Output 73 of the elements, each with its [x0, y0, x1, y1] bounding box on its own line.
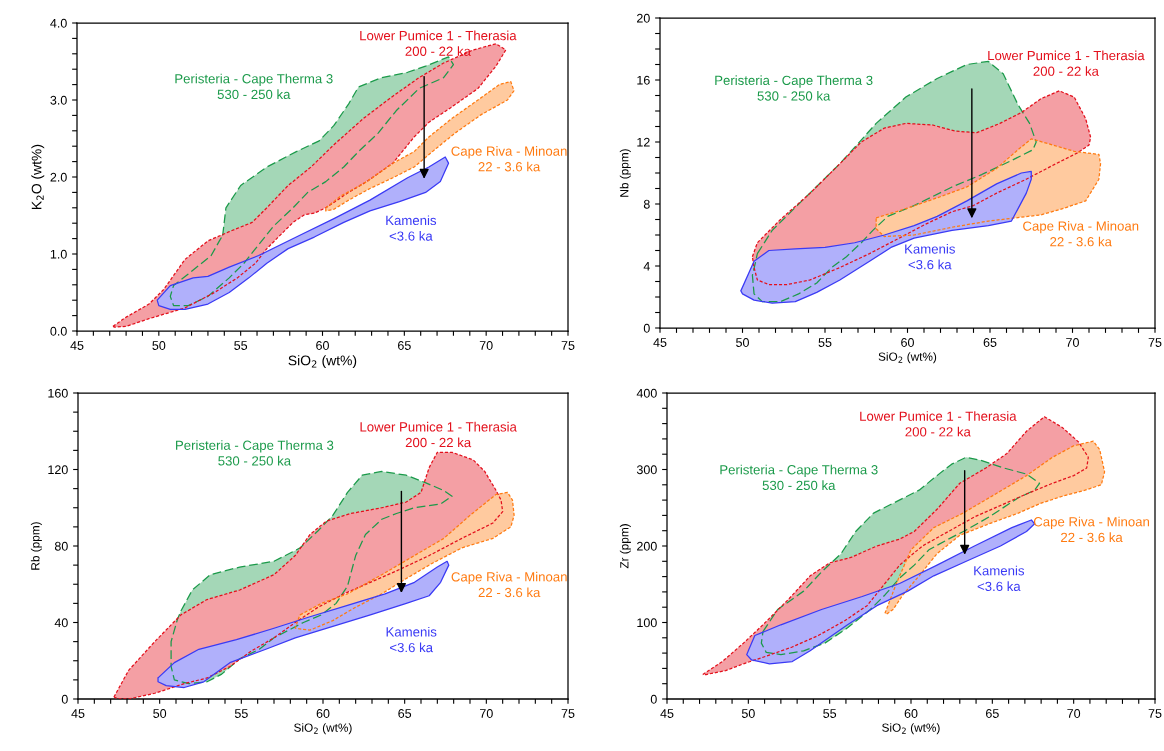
series-label: Lower Pumice 1 - Therasia 200 - 22 ka [360, 30, 517, 56]
x-tick-label: 70 [479, 341, 493, 350]
y-tick-label: 12 [637, 137, 650, 147]
x-tick-label: 70 [480, 709, 493, 718]
y-tick-label: 8 [643, 199, 650, 209]
y-tick-label: 0 [643, 323, 650, 333]
x-tick-label: 75 [561, 341, 575, 350]
series-label: Lower Pumice 1 - Therasia 200 - 22 ka [360, 421, 517, 448]
x-tick-label: 45 [70, 341, 84, 350]
y-axis-title: Zr (ppm) [619, 524, 631, 569]
x-tick-label: 60 [901, 338, 914, 347]
x-tick-label: 55 [234, 709, 248, 718]
x-axis-title: SiO$_{2}$ (wt%) [294, 723, 352, 735]
x-tick-label: 60 [904, 709, 918, 718]
y-tick-label: 3.0 [50, 95, 67, 105]
y-axis-title: Rb (ppm) [30, 522, 42, 570]
x-tick-label: 50 [152, 341, 166, 350]
x-tick-label: 50 [741, 709, 755, 718]
x-tick-label: 60 [316, 341, 329, 350]
y-tick-label: 16 [637, 75, 650, 85]
series-label: Kamenis <3.6 ka [974, 565, 1025, 592]
y-tick-label: 120 [48, 465, 68, 475]
y-tick-label: 200 [637, 541, 657, 551]
x-tick-label: 65 [398, 341, 411, 350]
y-axis-title: K$_{2}$O (wt%) [31, 144, 45, 209]
series-label: Cape Riva - Minoan 22 - 3.6 ka [1023, 221, 1139, 247]
x-tick-label: 60 [316, 709, 330, 718]
series-label: Cape Riva - Minoan 22 - 3.6 ka [1033, 516, 1150, 543]
x-tick-label: 50 [153, 709, 167, 718]
y-tick-label: 0.0 [50, 326, 67, 336]
y-tick-label: 2.0 [50, 172, 67, 182]
y-tick-label: 100 [637, 618, 657, 628]
y-tick-label: 300 [636, 465, 657, 475]
y-tick-label: 20 [637, 13, 650, 23]
x-tick-label: 70 [1067, 709, 1081, 718]
y-tick-label: 0 [650, 694, 657, 704]
series-label: Kamenis <3.6 ka [386, 626, 437, 653]
series-label: Peristeria - Cape Therma 3 530 - 250 ka [175, 73, 333, 100]
series-label: Kamenis <3.6 ka [386, 215, 437, 241]
x-tick-label: 45 [660, 709, 674, 718]
x-axis-title: SiO$_{2}$ (wt%) [288, 355, 357, 369]
x-tick-label: 65 [983, 338, 997, 347]
y-tick-label: 160 [48, 388, 68, 398]
x-tick-label: 45 [653, 338, 667, 347]
x-tick-label: 75 [1148, 709, 1162, 718]
x-tick-label: 65 [986, 709, 999, 718]
series-label: Cape Riva - Minoan 22 - 3.6 ka [451, 571, 567, 598]
y-tick-label: 40 [54, 618, 68, 628]
x-tick-label: 65 [398, 709, 412, 718]
text: Peristeria - Cape Therma 3 530 - 250 ka [176, 440, 334, 466]
y-axis-title: Nb (ppm) [619, 149, 631, 197]
y-tick-label: 80 [54, 541, 68, 551]
text: Lower Pumice 1 - Therasia 200 - 22 ka [988, 50, 1145, 76]
series-label: Peristeria - Cape Therma 3 530 - 250 ka [720, 464, 878, 491]
series-label: Lower Pumice 1 - Therasia 200 - 22 ka [860, 411, 1017, 437]
y-tick-label: 0 [61, 694, 68, 704]
x-tick-label: 75 [561, 709, 575, 718]
x-tick-label: 55 [234, 341, 248, 350]
series-label: Peristeria - Cape Therma 3 530 - 250 ka [715, 75, 873, 101]
y-tick-label: 4 [643, 261, 650, 271]
x-tick-label: 45 [71, 709, 85, 718]
y-tick-label: 4.0 [50, 18, 67, 28]
x-tick-label: 75 [1148, 338, 1162, 347]
x-tick-label: 55 [823, 709, 837, 718]
y-tick-label: 400 [636, 388, 657, 398]
x-axis-title: SiO$_{2}$ (wt%) [878, 352, 937, 364]
x-axis-title: SiO$_{2}$ (wt%) [882, 723, 940, 735]
x-tick-label: 55 [818, 338, 832, 347]
x-tick-label: 50 [736, 338, 749, 347]
series-label: Kamenis <3.6 ka [905, 243, 955, 270]
series-label: Cape Riva - Minoan 22 - 3.6 ka [451, 146, 567, 172]
x-tick-label: 70 [1066, 338, 1079, 347]
y-tick-label: 1.0 [50, 249, 67, 259]
